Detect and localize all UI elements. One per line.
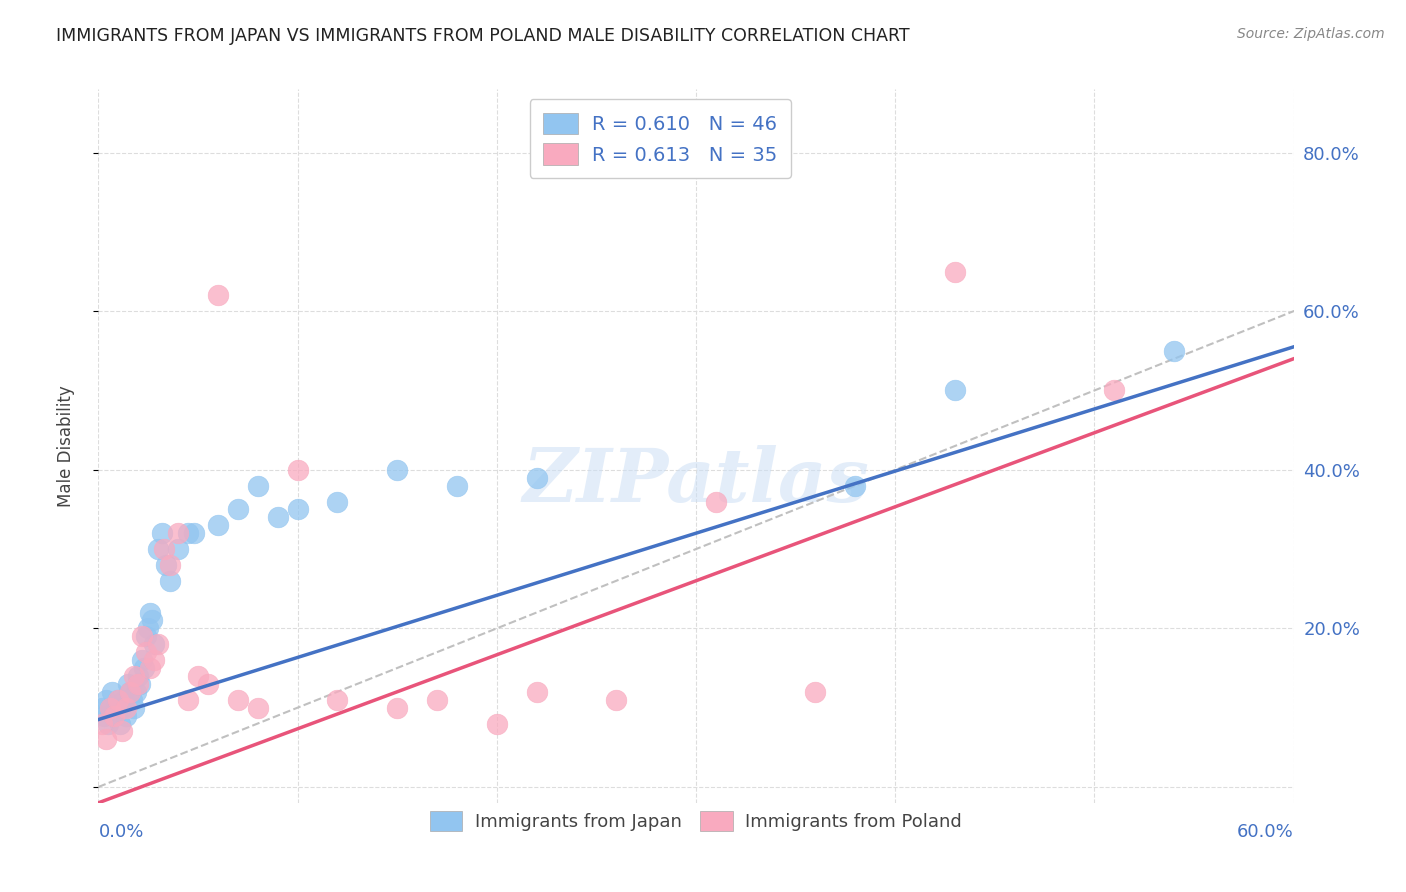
Point — [426, 692, 449, 706]
Point — [124, 669, 146, 683]
Point — [129, 677, 152, 691]
Point — [127, 669, 149, 683]
Point — [150, 526, 173, 541]
Point — [112, 692, 135, 706]
Point — [115, 700, 138, 714]
Point — [101, 685, 124, 699]
Point — [267, 510, 290, 524]
Point — [105, 700, 128, 714]
Point — [96, 692, 118, 706]
Point — [804, 685, 827, 699]
Point — [93, 708, 115, 723]
Point — [127, 677, 149, 691]
Point — [326, 692, 349, 706]
Point — [111, 724, 134, 739]
Point — [226, 692, 249, 706]
Point — [98, 700, 122, 714]
Text: IMMIGRANTS FROM JAPAN VS IMMIGRANTS FROM POLAND MALE DISABILITY CORRELATION CHAR: IMMIGRANTS FROM JAPAN VS IMMIGRANTS FROM… — [56, 27, 910, 45]
Point — [446, 478, 468, 492]
Point — [135, 645, 157, 659]
Point — [183, 526, 205, 541]
Point — [148, 637, 170, 651]
Point — [143, 653, 166, 667]
Point — [167, 526, 190, 541]
Point — [605, 692, 627, 706]
Point — [385, 700, 409, 714]
Point — [246, 700, 269, 714]
Point — [121, 692, 143, 706]
Y-axis label: Male Disability: Male Disability — [56, 385, 75, 507]
Point — [107, 692, 129, 706]
Point — [197, 677, 219, 691]
Point — [134, 661, 156, 675]
Point — [226, 502, 249, 516]
Point — [159, 574, 181, 588]
Point — [98, 700, 122, 714]
Point — [326, 494, 349, 508]
Point — [103, 708, 125, 723]
Point — [159, 558, 181, 572]
Point — [136, 621, 159, 635]
Legend: Immigrants from Japan, Immigrants from Poland: Immigrants from Japan, Immigrants from P… — [418, 798, 974, 844]
Point — [187, 669, 209, 683]
Point — [120, 685, 142, 699]
Point — [943, 384, 966, 398]
Point — [139, 661, 162, 675]
Point — [526, 471, 548, 485]
Point — [125, 685, 148, 699]
Point — [148, 542, 170, 557]
Point — [155, 558, 177, 572]
Point — [1163, 343, 1185, 358]
Point — [103, 708, 125, 723]
Point — [135, 629, 157, 643]
Point — [97, 716, 120, 731]
Text: ZIPatlas: ZIPatlas — [523, 445, 869, 518]
Point — [167, 542, 190, 557]
Point — [844, 478, 866, 492]
Point — [246, 478, 269, 492]
Point — [704, 494, 727, 508]
Point — [107, 692, 129, 706]
Point — [96, 732, 118, 747]
Point — [485, 716, 508, 731]
Point — [943, 264, 966, 278]
Point — [385, 463, 409, 477]
Point — [91, 716, 114, 731]
Point — [131, 629, 153, 643]
Point — [1104, 384, 1126, 398]
Text: 60.0%: 60.0% — [1237, 822, 1294, 840]
Point — [139, 606, 162, 620]
Point — [131, 653, 153, 667]
Point — [287, 463, 309, 477]
Point — [111, 700, 134, 714]
Point — [143, 637, 166, 651]
Text: 0.0%: 0.0% — [98, 822, 143, 840]
Point — [124, 700, 146, 714]
Point — [120, 685, 142, 699]
Point — [177, 526, 200, 541]
Point — [141, 614, 163, 628]
Point — [207, 288, 229, 302]
Point — [177, 692, 200, 706]
Point — [117, 677, 139, 691]
Point — [91, 700, 114, 714]
Point — [110, 716, 132, 731]
Point — [287, 502, 309, 516]
Point — [526, 685, 548, 699]
Point — [207, 518, 229, 533]
Point — [115, 708, 138, 723]
Text: Source: ZipAtlas.com: Source: ZipAtlas.com — [1237, 27, 1385, 41]
Point — [153, 542, 176, 557]
